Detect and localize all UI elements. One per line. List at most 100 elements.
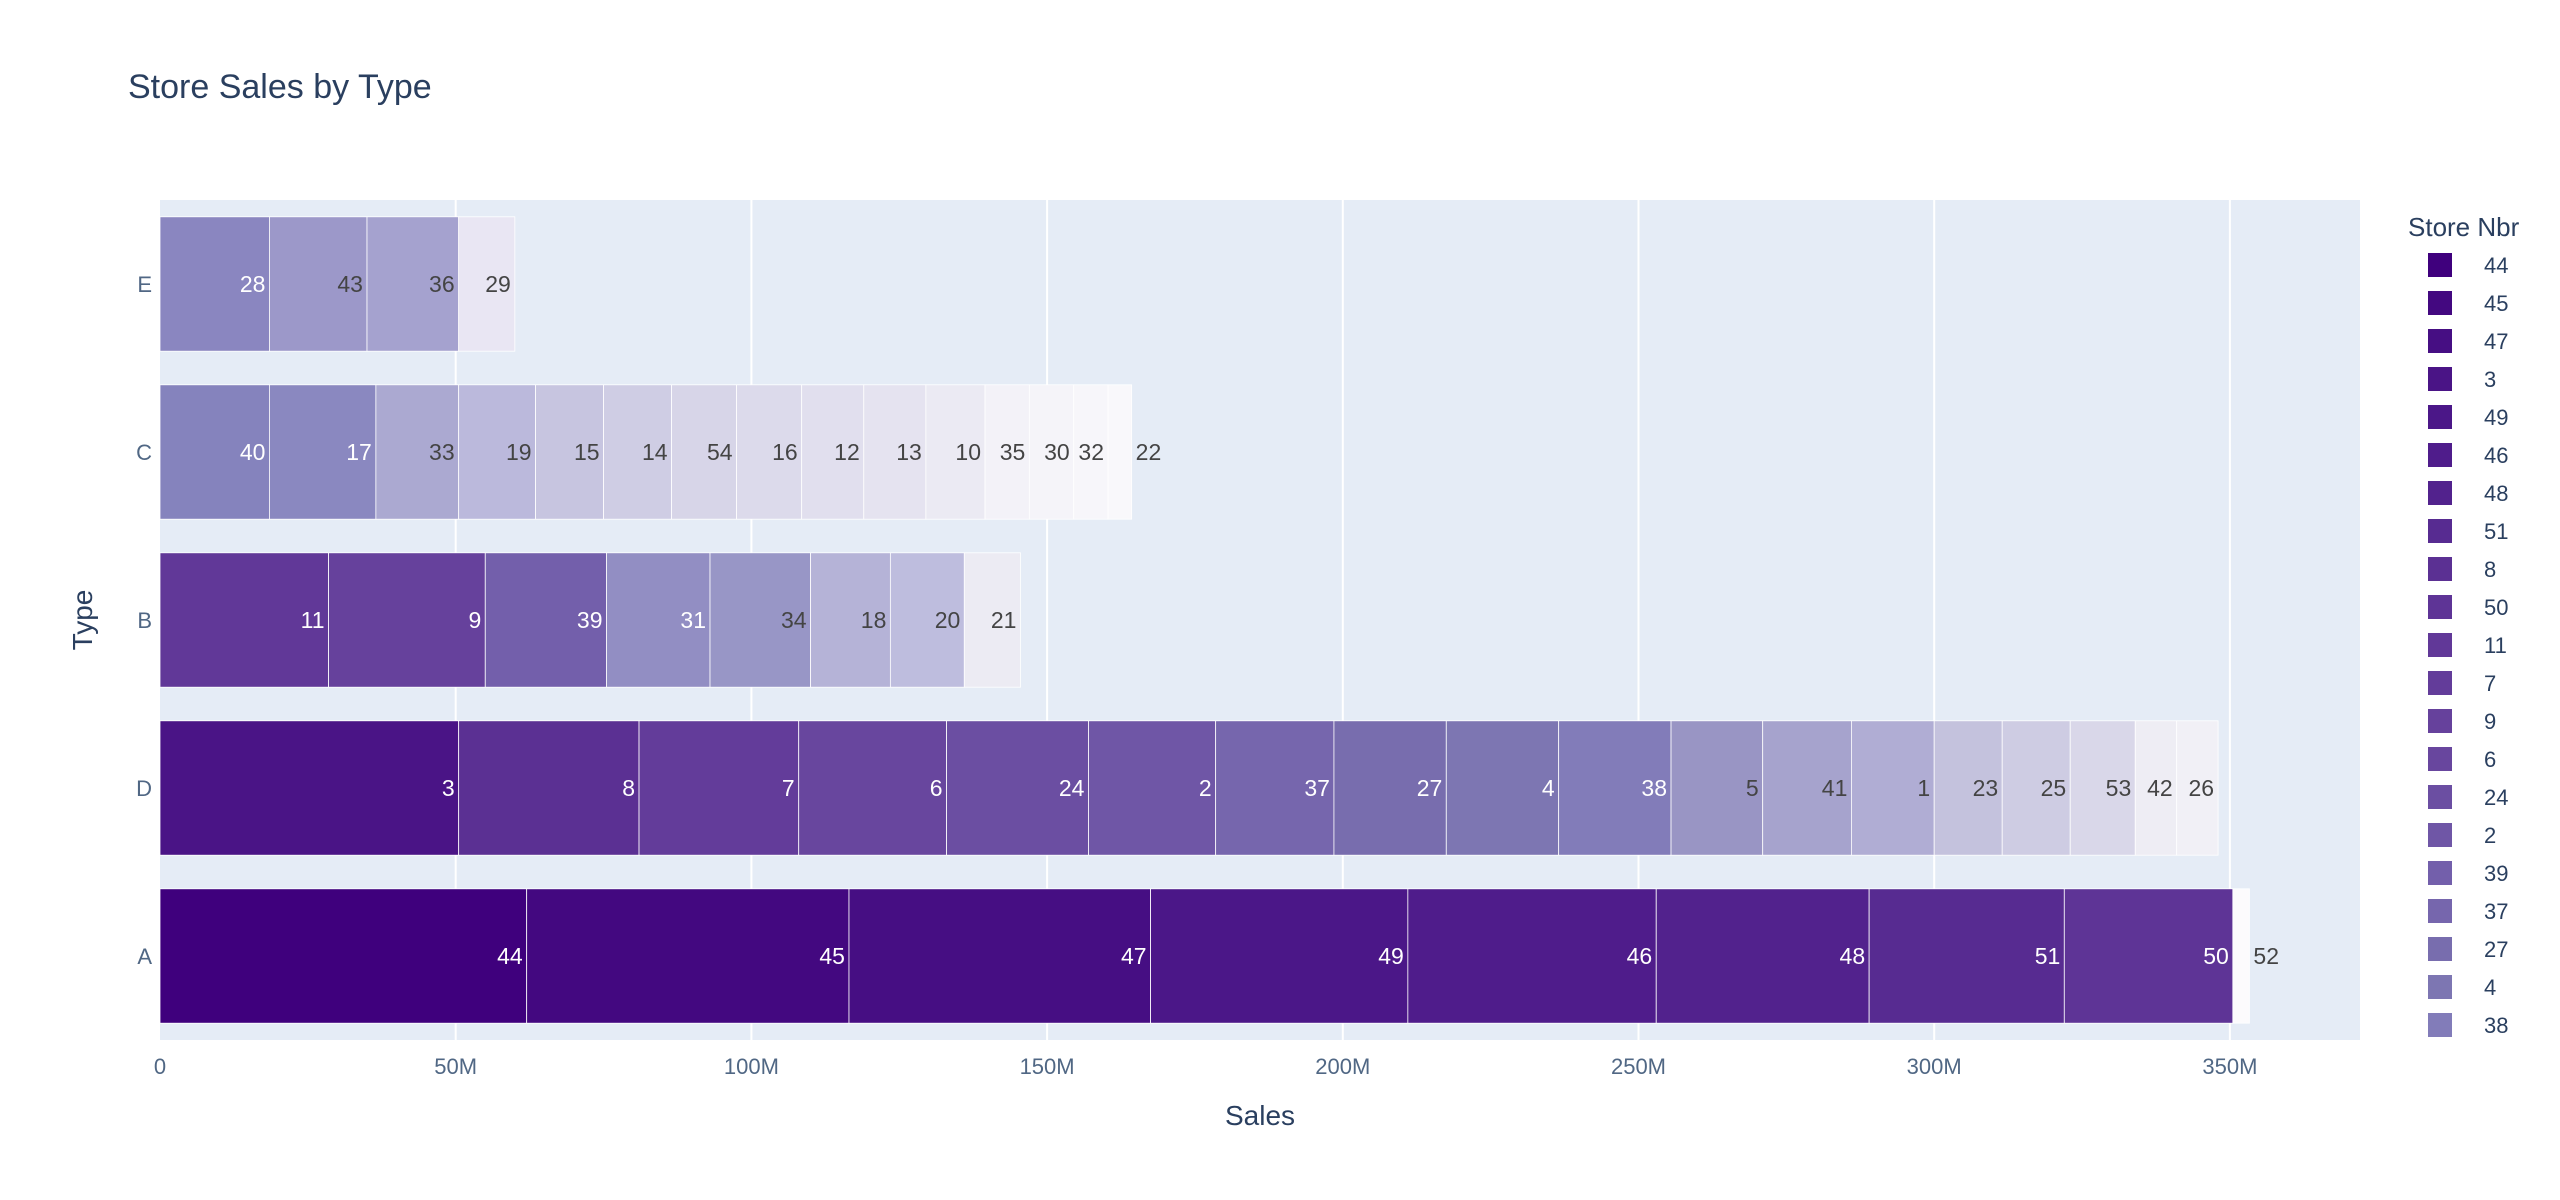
bar-segment: 7 (638, 720, 800, 856)
bar-segment: 25 (2001, 720, 2071, 856)
bar-segment: 31 (606, 552, 711, 688)
bar-segment-rect (1850, 720, 1935, 856)
bar-segment-label: 4 (1542, 775, 1555, 801)
bar-segment: 48 (1655, 888, 1870, 1024)
bar-segment-rect (1558, 720, 1672, 856)
legend-swatch (2428, 329, 2452, 353)
bar-segment-rect (798, 720, 947, 856)
bar-segment-rect (1333, 720, 1447, 856)
bar-segment: 30 (1028, 384, 1075, 520)
legend-label: 44 (2484, 253, 2508, 278)
bar-segment-label: 52 (2253, 943, 2279, 969)
bar-segment-label: 30 (1044, 439, 1070, 465)
bar-segment-label: 12 (834, 439, 860, 465)
bar-segment-rect (1933, 720, 2003, 856)
bar-segment: 8 (458, 720, 640, 856)
bar-segment-label: 51 (2035, 943, 2061, 969)
bar-segment: 29 (458, 216, 516, 352)
bar-segment-label: 34 (781, 607, 807, 633)
legend-swatch (2428, 861, 2452, 885)
bar-segment-label: 48 (1840, 943, 1866, 969)
bar-segment-label: 3 (442, 775, 455, 801)
bar-segment-label: 49 (1378, 943, 1404, 969)
bar-segment-label: 40 (240, 439, 266, 465)
bar-segment: 43 (269, 216, 368, 352)
bar-segment-rect (1107, 384, 1133, 520)
bar-segment-rect (458, 216, 516, 352)
bar-segment: 27 (1333, 720, 1447, 856)
bar-segment: 28 (159, 216, 270, 352)
legend-label: 6 (2484, 747, 2496, 772)
bar-segment: 46 (1407, 888, 1657, 1024)
bar-segment: 16 (736, 384, 803, 520)
x-tick-label: 350M (2202, 1054, 2257, 1079)
bar-segment-rect (1150, 888, 1409, 1024)
bar-segment-rect (1762, 720, 1852, 856)
bar-segment-rect (1215, 720, 1335, 856)
bar-segment: 53 (2069, 720, 2136, 856)
bar-segment-rect (375, 384, 460, 520)
bar-segment: 15 (535, 384, 604, 520)
y-tick-label: D (136, 776, 152, 801)
bar-segment-rect (159, 216, 270, 352)
bar-segment: 44 (159, 888, 528, 1024)
bar-segment-label: 20 (935, 607, 961, 633)
bar-segment-rect (1445, 720, 1560, 856)
legend-swatch (2428, 519, 2452, 543)
bar-segment-rect (159, 552, 329, 688)
bar-segment: 13 (863, 384, 927, 520)
legend-swatch (2428, 899, 2452, 923)
bar-segment: 20 (889, 552, 965, 688)
bar-segment: 24 (946, 720, 1089, 856)
legend-swatch (2428, 405, 2452, 429)
bar-segment-rect (810, 552, 891, 688)
bar-segment-label: 36 (429, 271, 455, 297)
bar-segment: 49 (1150, 888, 1409, 1024)
legend-label: 11 (2484, 633, 2507, 658)
legend: Store Nbr 44 45 47 3 49 46 48 51 8 50 11 7 9 6 24 2 39 37… (2408, 212, 2520, 1038)
chart-title: Store Sales by Type (128, 68, 432, 106)
legend-label: 2 (2484, 823, 2496, 848)
legend-swatch (2428, 709, 2452, 733)
bar-segment-rect (269, 384, 377, 520)
bar-segment-rect (269, 216, 368, 352)
bar-segment-label: 9 (468, 607, 481, 633)
bar-segment-label: 13 (896, 439, 922, 465)
bar-segment-label: 41 (1822, 775, 1848, 801)
legend-label: 48 (2484, 481, 2508, 506)
bar-segment: 39 (484, 552, 607, 688)
legend-swatch (2428, 595, 2452, 619)
bar-segment-label: 19 (506, 439, 532, 465)
bar-segment: 35 (984, 384, 1030, 520)
bar-segment: 40 (159, 384, 270, 520)
bar-segment-label: 29 (485, 271, 511, 297)
legend-swatch (2428, 633, 2452, 657)
x-tick-label: 150M (1020, 1054, 1075, 1079)
bar-segment-label: 16 (772, 439, 798, 465)
legend-label: 51 (2484, 519, 2508, 544)
bar-segment: 5 (1670, 720, 1764, 856)
bar-segment-rect (535, 384, 604, 520)
bar-segment-rect (366, 216, 460, 352)
y-tick-label: C (136, 440, 152, 465)
bar-segment-rect (863, 384, 927, 520)
x-tick-label: 300M (1907, 1054, 1962, 1079)
bar-segment-rect (709, 552, 811, 688)
bar-segment-rect (1073, 384, 1109, 520)
bar-segment-rect (1088, 720, 1217, 856)
legend-label: 4 (2484, 975, 2496, 1000)
bar-segment-label: 23 (1973, 775, 1999, 801)
bar-segment-label: 54 (707, 439, 733, 465)
x-tick-label: 250M (1611, 1054, 1666, 1079)
bar-segment: 21 (963, 552, 1021, 688)
bar-segment-rect (1868, 888, 2065, 1024)
bar-segment-rect (603, 384, 672, 520)
bar-segment-label: 5 (1746, 775, 1759, 801)
bar-segment-label: 25 (2041, 775, 2067, 801)
bar-segment-label: 38 (1641, 775, 1667, 801)
bar-segment: 51 (1868, 888, 2065, 1024)
bar-segment-label: 24 (1059, 775, 1085, 801)
bar-segment-label: 15 (574, 439, 600, 465)
bar-segment-rect (2134, 720, 2178, 856)
